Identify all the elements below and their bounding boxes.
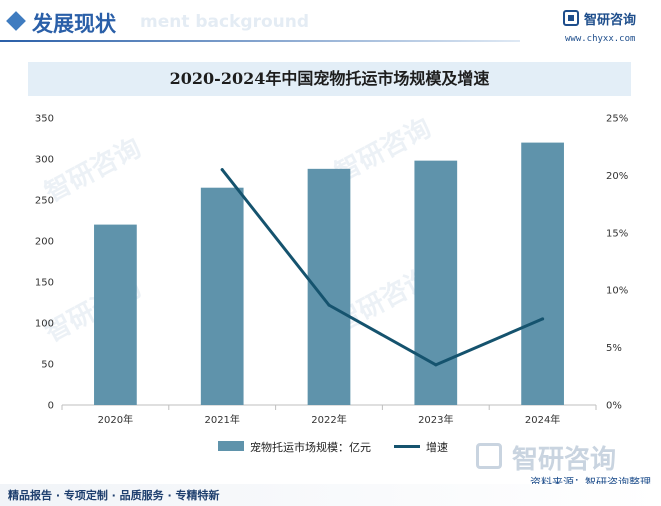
combo-chart: 0 50 100 150 200 250 300 350 0% 5% 10% 15% 20% 25% 2… [35,114,628,427]
diamond-icon [6,11,26,31]
bar [94,224,137,405]
right-tick-label: 20% [606,171,628,182]
growth-line [220,168,545,367]
left-tick-label: 200 [35,237,54,248]
header-divider [0,40,520,42]
right-tick-label: 25% [606,114,628,125]
footer-bar: 精品报告 · 专项定制 · 品质服务 · 专精特新 [0,484,661,506]
header-bar: ment background 发展现状 智研咨询 www.chyxx.com [0,0,661,50]
chart-title-band [28,62,631,96]
line-series [220,168,545,367]
legend-swatch-bar [218,441,244,451]
left-tick-label: 50 [41,360,54,371]
left-tick-label: 0 [48,401,54,412]
growth-point [541,317,545,321]
left-tick-label: 350 [35,114,54,125]
right-axis: 0% 5% 10% 15% 20% 25% [606,114,628,412]
x-tick-label: 2022年 [311,413,346,426]
growth-point [327,303,331,307]
legend-swatch-line [394,445,420,448]
growth-point [434,363,438,367]
left-tick-label: 250 [35,196,54,207]
header-ghost-text: ment background [140,12,310,32]
legend-label-line: 增速 [426,441,448,454]
watermark-logo-icon [476,443,502,469]
left-tick-label: 100 [35,319,54,330]
bar [414,160,458,405]
legend-label-bar: 宠物托运市场规模：亿元 [250,441,371,454]
bar [521,142,564,405]
x-tick-label: 2021年 [204,413,239,426]
footer-slogan: 精品报告 · 专项定制 · 品质服务 · 专精特新 [8,489,220,502]
right-tick-label: 0% [606,401,622,412]
chart-title: 2020-2024年中国宠物托运市场规模及增速 [169,69,490,88]
x-tick-label: 2020年 [98,413,133,426]
right-tick-label: 5% [606,343,622,354]
left-tick-label: 150 [35,278,54,289]
x-tick-label: 2024年 [525,413,560,426]
watermark-logo-text: 智研咨询 [512,445,617,475]
x-axis-labels: 2020年 2021年 2022年 2023年 2024年 [61,405,597,426]
x-tick-label: 2023年 [418,413,453,426]
bar [200,187,244,405]
brand-url: www.chyxx.com [565,34,636,44]
left-tick-label: 300 [35,155,54,166]
growth-point [220,168,224,172]
bar-series [94,142,564,405]
right-tick-label: 15% [606,228,628,239]
brand-logo-icon [563,10,579,26]
left-axis: 0 50 100 150 200 250 300 350 [35,114,596,412]
section-title: 发展现状 [32,12,116,36]
right-tick-label: 10% [606,286,628,297]
brand-name: 智研咨询 [584,13,637,28]
